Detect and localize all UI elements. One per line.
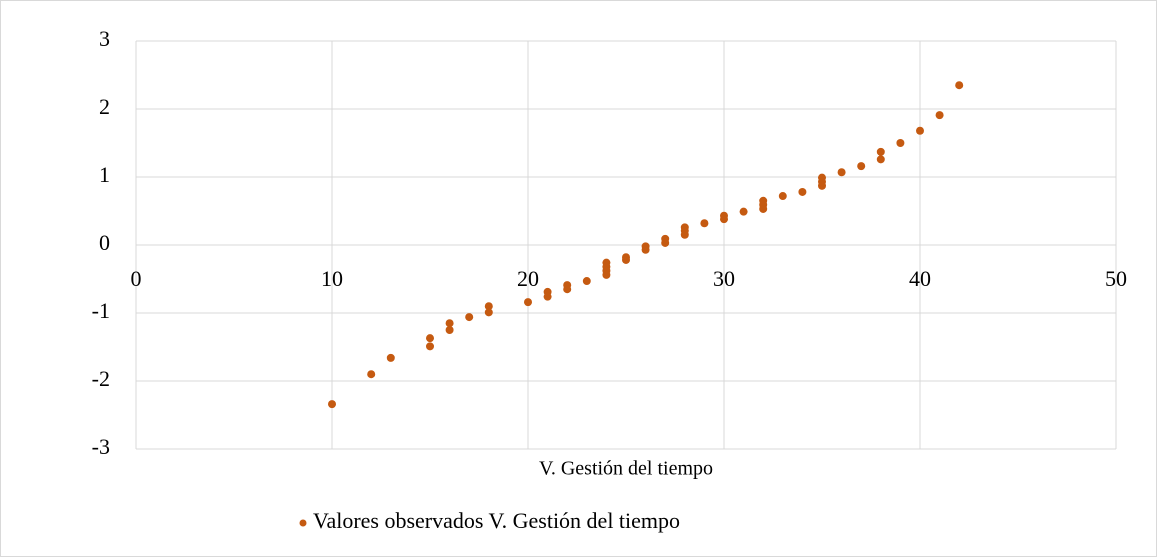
- point: [602, 270, 611, 279]
- point: [386, 353, 395, 362]
- point: [680, 230, 689, 239]
- y-tick-label: 3: [99, 26, 110, 51]
- x-tick-label: 20: [517, 266, 539, 291]
- y-tick-label: -3: [92, 434, 110, 459]
- x-tick-label: 50: [1105, 266, 1127, 291]
- point: [916, 126, 924, 135]
- point: [484, 302, 493, 311]
- x-tick-label: 0: [131, 266, 142, 291]
- point: [484, 308, 493, 317]
- point: [426, 334, 434, 343]
- point: [759, 204, 768, 213]
- y-tick-label: 2: [99, 94, 110, 119]
- point: [524, 298, 532, 307]
- point: [465, 313, 474, 322]
- point: [720, 215, 728, 224]
- point: [445, 319, 454, 328]
- point: [445, 326, 454, 334]
- point: [876, 155, 885, 164]
- y-tick-label: -1: [92, 298, 110, 323]
- point: [778, 192, 787, 201]
- y-tick-label: -2: [92, 366, 110, 391]
- point: [426, 342, 434, 351]
- point: [739, 207, 748, 216]
- x-tick-label: 40: [909, 266, 931, 291]
- y-tick-label: 0: [99, 230, 110, 255]
- point: [857, 162, 866, 171]
- point: [582, 277, 591, 286]
- x-tick-label: 30: [713, 266, 735, 291]
- point: [896, 139, 905, 147]
- legend-marker: [299, 519, 307, 527]
- point: [818, 181, 826, 190]
- legend-label: Valores observados V. Gestión del tiempo: [313, 508, 680, 533]
- point: [328, 400, 336, 409]
- y-tick-label: 1: [99, 162, 110, 187]
- point: [367, 370, 376, 379]
- point: [955, 81, 964, 90]
- point: [641, 245, 650, 254]
- point: [661, 238, 670, 247]
- point: [798, 187, 807, 196]
- x-tick-label: 10: [321, 266, 343, 291]
- point: [837, 168, 846, 177]
- point: [543, 292, 552, 301]
- point: [563, 285, 572, 294]
- point: [700, 219, 709, 228]
- x-axis-title: V. Gestión del tiempo: [539, 458, 713, 480]
- point: [935, 111, 944, 120]
- point: [876, 147, 885, 156]
- point: [622, 255, 630, 264]
